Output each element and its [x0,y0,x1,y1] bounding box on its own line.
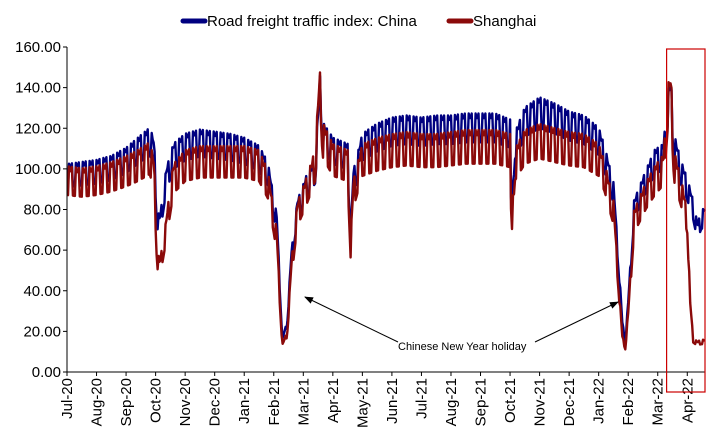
x-tick-label: Jan-21 [236,378,253,424]
y-tick-label: 20.00 [23,323,61,340]
x-tick-label: Mar-22 [650,378,667,426]
y-tick-label: 120.00 [15,120,61,137]
annotation-arrow-left [304,296,399,343]
series-layer [66,71,706,351]
legend-label-shanghai: Shanghai [473,13,536,30]
y-tick-label: 0.00 [32,364,61,381]
x-tick-label: May-21 [354,378,371,428]
x-tick-label: Jul-20 [59,378,76,419]
x-tick-label: Dec-21 [561,378,578,426]
x-tick-label: Apr-21 [325,378,342,423]
x-tick-label: Apr-22 [679,378,696,423]
x-tick-label: Sep-21 [473,378,490,426]
legend: Road freight traffic index: China Shangh… [180,13,536,30]
x-tick-label: Oct-20 [148,378,165,423]
x-tick-label: Feb-22 [620,378,637,426]
x-tick-label: Dec-20 [207,378,224,426]
y-tick-label: 100.00 [15,161,61,178]
annotation-text: Chinese New Year holiday [398,341,527,353]
y-tick-label: 160.00 [15,39,61,56]
highlight-box [666,48,706,393]
x-tick-label: Aug-21 [443,378,460,426]
x-tick-label: Feb-21 [266,378,283,426]
x-tick-label: Oct-21 [502,378,519,423]
y-axis-ticks: 0.00 20.00 40.00 60.00 80.00 100.00 120.00 140.… [15,39,67,381]
x-tick-label: Jun-21 [384,378,401,424]
x-axis-ticks: Jul-20 Aug-20 Sep-20 Oct-20 Nov-20 Dec-20 Jan-… [59,372,696,428]
x-tick-label: Jul-21 [413,378,430,419]
x-tick-label: Aug-20 [89,378,106,426]
annotation: Chinese New Year holiday [304,296,619,353]
y-tick-label: 140.00 [15,80,61,97]
x-tick-label: Nov-21 [532,378,549,426]
y-tick-label: 60.00 [23,242,61,259]
x-tick-label: Nov-20 [177,378,194,426]
y-tick-label: 80.00 [23,202,61,219]
legend-label-china: Road freight traffic index: China [207,13,417,30]
x-tick-label: Sep-20 [118,378,135,426]
annotation-arrow-right [534,301,619,343]
y-tick-label: 40.00 [23,283,61,300]
x-tick-label: Mar-21 [295,378,312,426]
series-line-shanghai [66,71,706,351]
x-tick-label: Jan-22 [591,378,608,424]
